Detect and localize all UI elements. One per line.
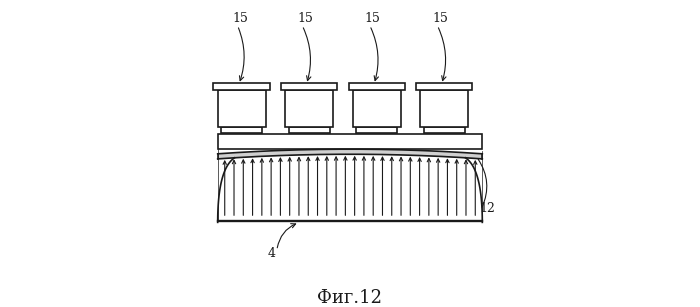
FancyBboxPatch shape: [218, 90, 265, 127]
Text: 15: 15: [432, 12, 448, 25]
Text: 15: 15: [365, 12, 381, 25]
Text: Фиг.12: Фиг.12: [318, 289, 382, 306]
FancyBboxPatch shape: [286, 90, 333, 127]
FancyBboxPatch shape: [218, 134, 482, 149]
Text: 15: 15: [297, 12, 313, 25]
Text: 4: 4: [267, 247, 275, 260]
FancyBboxPatch shape: [416, 83, 473, 90]
FancyBboxPatch shape: [221, 127, 262, 133]
FancyBboxPatch shape: [424, 127, 465, 133]
FancyBboxPatch shape: [214, 83, 270, 90]
FancyBboxPatch shape: [353, 90, 400, 127]
Text: 12: 12: [480, 202, 496, 215]
FancyBboxPatch shape: [289, 127, 330, 133]
Text: 15: 15: [232, 12, 248, 25]
FancyBboxPatch shape: [281, 83, 337, 90]
FancyBboxPatch shape: [349, 83, 405, 90]
FancyBboxPatch shape: [356, 127, 397, 133]
FancyBboxPatch shape: [421, 90, 468, 127]
